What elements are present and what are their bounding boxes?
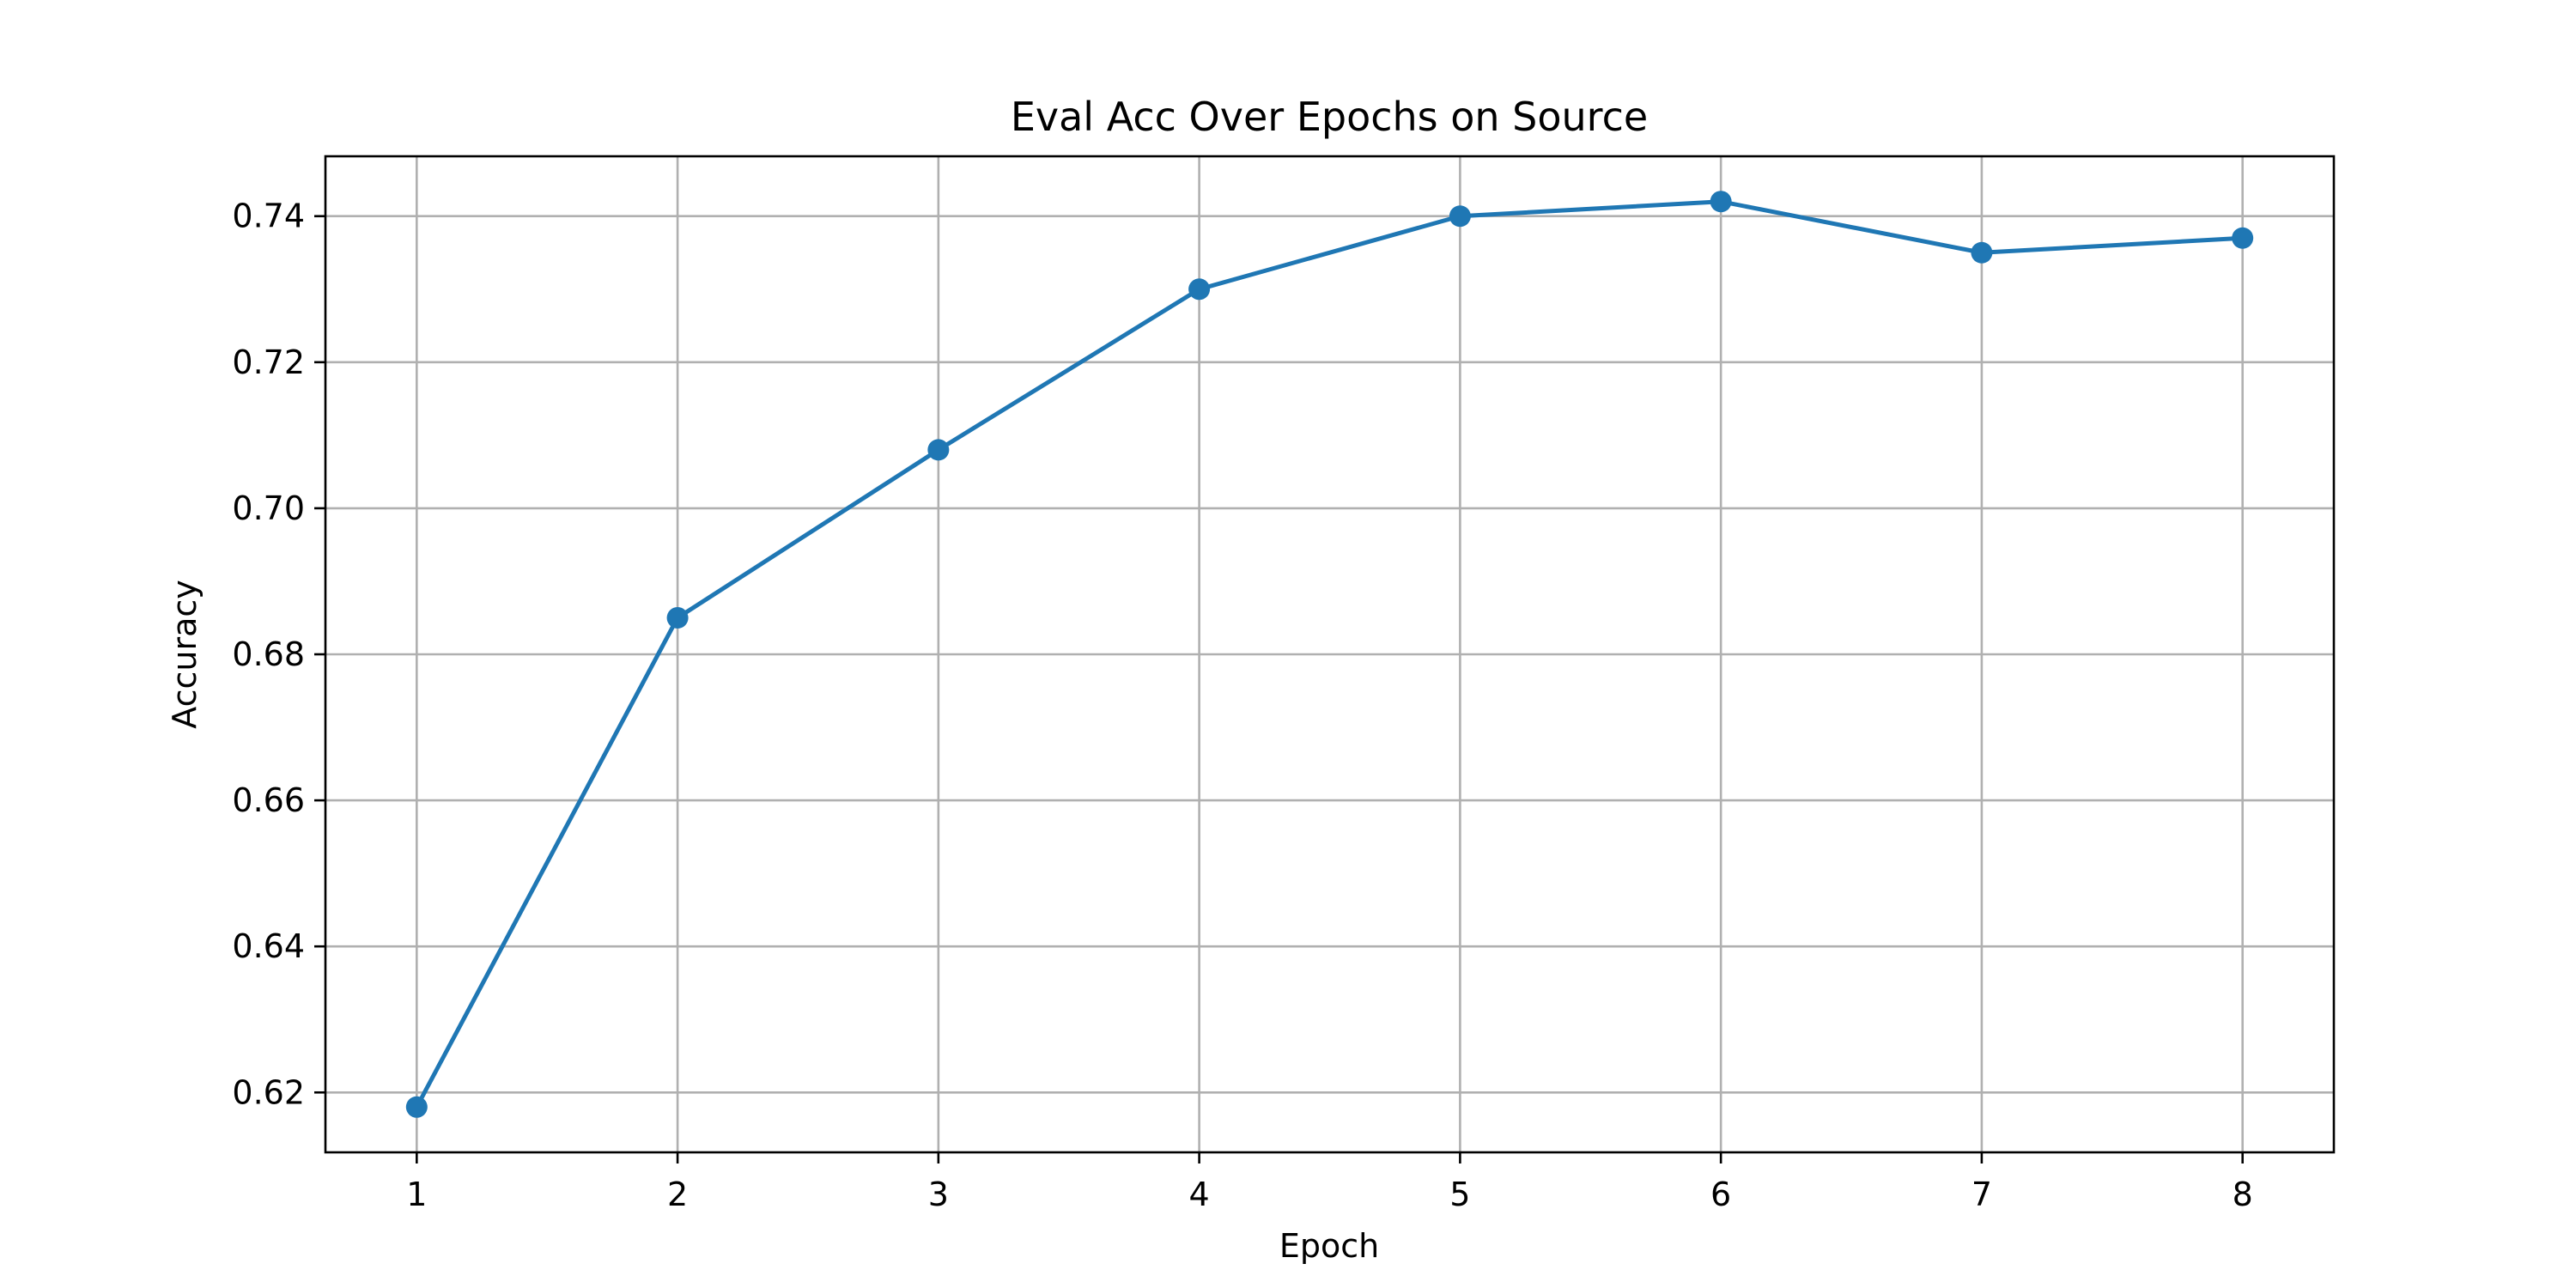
plot-area-frame	[324, 155, 2336, 1154]
x-tick-label: 3	[928, 1176, 949, 1213]
x-axis-label: Epoch	[1279, 1227, 1379, 1265]
y-tick-label: 0.70	[232, 489, 305, 527]
y-tick-label: 0.68	[232, 635, 305, 673]
x-tick-label: 8	[2233, 1176, 2253, 1213]
data-point-marker	[666, 606, 689, 629]
x-tick-label: 7	[1971, 1176, 1992, 1213]
x-tick-label: 5	[1449, 1176, 1470, 1213]
data-point-marker	[1449, 205, 1471, 228]
data-point-marker	[1188, 278, 1211, 301]
x-tick-label: 4	[1189, 1176, 1210, 1213]
y-axis-label: Accuracy	[166, 580, 204, 729]
chart-title: Eval Acc Over Epochs on Source	[1011, 94, 1648, 140]
data-point-marker	[1971, 241, 1993, 264]
x-tick-label: 6	[1710, 1176, 1731, 1213]
y-tick-label: 0.62	[232, 1073, 305, 1111]
data-series	[405, 191, 2254, 1118]
y-tick-label: 0.64	[232, 927, 305, 965]
data-point-marker	[2232, 227, 2254, 249]
axis-ticks: 1 2 3 4 5 6 7 8 0.62 0.64 0.66 0.68 0.70 0.72 0.74	[232, 197, 2252, 1213]
x-tick-label: 1	[406, 1176, 427, 1213]
series-line	[414, 199, 2245, 1109]
data-point-marker	[1710, 191, 1732, 213]
data-point-marker	[405, 1096, 428, 1118]
data-point-marker	[927, 439, 950, 461]
x-tick-label: 2	[667, 1176, 688, 1213]
y-tick-label: 0.72	[232, 343, 305, 381]
y-tick-label: 0.74	[232, 197, 305, 235]
y-tick-label: 0.66	[232, 781, 305, 819]
